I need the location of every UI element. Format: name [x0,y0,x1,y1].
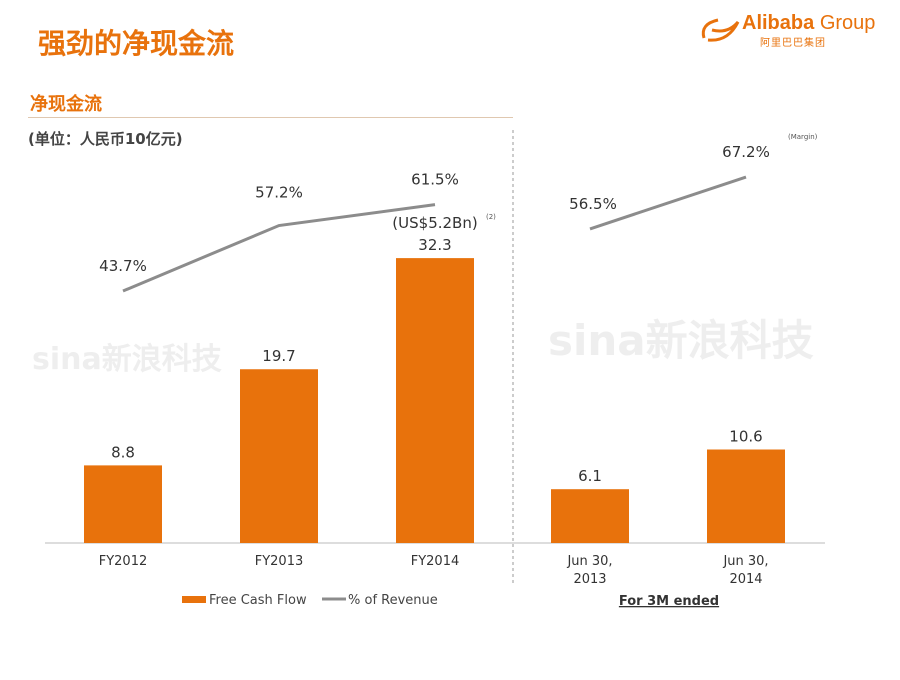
bar-label: 32.3 [418,236,451,254]
watermark: sina新浪科技 [548,316,814,365]
margin-label: 57.2% [255,184,303,202]
bar-1 [240,369,318,543]
bar-3 [551,489,629,543]
x-tick-label: Jun 30, [566,554,612,569]
bar-4 [707,449,785,543]
watermark: sina新浪科技 [32,342,222,377]
bar-0 [84,465,162,543]
legend-label: Free Cash Flow [209,593,307,608]
x-tick-label: 2014 [729,572,762,587]
group-label: For 3M ended [619,594,719,609]
x-tick-label: FY2014 [411,554,460,569]
bar-label: 6.1 [578,467,602,485]
bar-label: 8.8 [111,443,135,461]
usd-annotation: (US$5.2Bn) [392,214,477,232]
logo-text: Alibaba [742,12,815,34]
bar-label: 19.7 [262,347,295,365]
logo-group: Group [819,12,876,34]
unit-label: (单位：人民币10亿元) [28,130,183,148]
x-tick-label: 2013 [573,572,606,587]
page-title: 强劲的净现金流 [38,27,235,60]
alibaba-logo-icon [701,18,740,42]
margin-line [589,175,747,231]
bar-2 [396,258,474,543]
x-tick-label: Jun 30, [722,554,768,569]
legend-swatch-bar [182,596,206,603]
alibaba-logo: Alibaba Group 阿里巴巴集团 [698,12,888,54]
bar-label: 10.6 [729,428,762,446]
section-subtitle: 净现金流 [30,94,102,115]
subtitle-divider [28,117,513,118]
margin-label: 61.5% [411,171,459,189]
margin-label: 43.7% [99,257,147,275]
annotation-note: (2) [486,213,496,221]
margin-line [122,203,436,293]
margin-label: 56.5% [569,195,617,213]
logo-cn: 阿里巴巴集团 [760,38,826,49]
x-tick-label: FY2012 [99,554,148,569]
x-tick-label: FY2013 [255,554,304,569]
legend-label: % of Revenue [348,593,438,608]
margin-label: 67.2% [722,143,770,161]
margin-axis-label: (Margin) [788,133,818,141]
